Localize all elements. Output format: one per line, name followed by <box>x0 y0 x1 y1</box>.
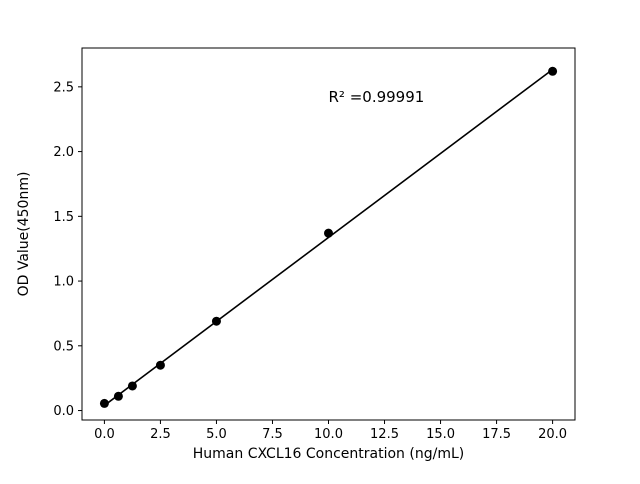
x-axis-tick-label: 12.5 <box>370 427 399 442</box>
x-axis-tick-label: 0.0 <box>94 427 115 442</box>
data-point <box>155 360 165 370</box>
x-axis-tick-label: 2.5 <box>150 427 171 442</box>
data-point <box>548 66 558 76</box>
x-axis-tick-label: 7.5 <box>262 427 283 442</box>
y-axis-tick-label: 2.5 <box>53 80 74 95</box>
data-point <box>113 391 123 401</box>
data-point <box>324 228 333 238</box>
y-axis-tick-label: 1.0 <box>53 275 74 290</box>
data-point <box>99 398 109 408</box>
x-axis-label: Human CXCL16 Concentration (ng/mL) <box>193 446 464 462</box>
x-axis-tick-label: 17.5 <box>482 427 511 442</box>
y-axis-tick-label: 1.5 <box>53 210 74 225</box>
data-point <box>211 316 221 326</box>
y-axis-tick-label: 0.0 <box>53 404 74 419</box>
x-axis-tick-label: 20.0 <box>538 427 567 442</box>
x-axis-tick-label: 5.0 <box>206 427 227 442</box>
y-axis-tick-label: 0.5 <box>53 339 74 354</box>
x-axis-tick-label: 10.0 <box>314 427 343 442</box>
y-axis-label: OD Value(450nm) <box>16 172 32 297</box>
data-point <box>127 381 137 391</box>
x-axis-tick-label: 15.0 <box>426 427 455 442</box>
r-squared-annotation: R² =0.99991 <box>329 88 425 106</box>
y-axis-tick-label: 2.0 <box>53 145 74 160</box>
